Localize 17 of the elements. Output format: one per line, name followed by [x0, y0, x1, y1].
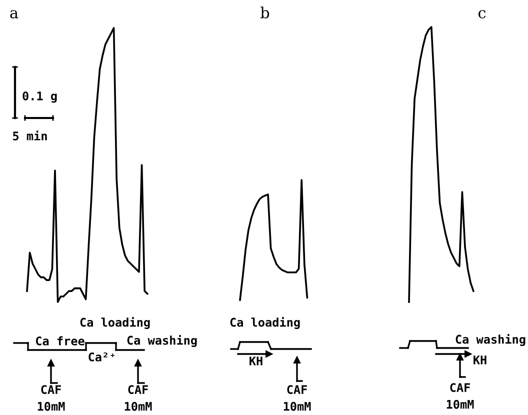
text: CAF 10mM: [446, 383, 474, 409]
text: CAF 10mM: [38, 385, 65, 411]
text: Ca washing: [456, 334, 526, 346]
text: CAF 10mM: [284, 385, 311, 411]
chart-title: b: [260, 6, 270, 18]
text: Ca washing: [127, 334, 197, 348]
annotation: 5 min: [13, 130, 47, 140]
text: KH: [474, 356, 486, 364]
chart-title: a: [10, 10, 18, 18]
text: Ca loading: [230, 316, 300, 330]
text: Ca²⁺: [88, 352, 115, 362]
text: Ca free: [36, 336, 84, 346]
chart-title: c: [478, 10, 486, 18]
text: CAF 10mM: [124, 385, 152, 411]
text: Ca loading: [80, 316, 150, 330]
annotation: 0.1 g: [22, 91, 57, 103]
text: KH: [250, 356, 262, 366]
